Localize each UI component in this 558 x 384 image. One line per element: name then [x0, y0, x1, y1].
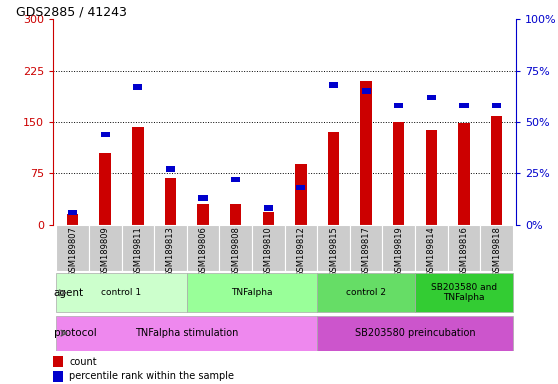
Bar: [56, 316, 317, 351]
Bar: [317, 225, 350, 271]
Text: GSM189809: GSM189809: [100, 226, 110, 277]
Bar: [53, 356, 63, 367]
Bar: [415, 273, 513, 312]
Bar: [317, 273, 415, 312]
Bar: [459, 103, 469, 108]
Text: GSM189818: GSM189818: [492, 226, 501, 277]
Text: SB203580 preincubation: SB203580 preincubation: [355, 328, 475, 338]
Text: TNFalpha: TNFalpha: [231, 288, 273, 297]
Bar: [230, 204, 242, 225]
Text: GSM189817: GSM189817: [362, 226, 371, 277]
Bar: [154, 225, 187, 271]
Bar: [350, 225, 382, 271]
Text: control 2: control 2: [346, 288, 386, 297]
Bar: [133, 84, 142, 90]
Bar: [89, 225, 122, 271]
Bar: [187, 273, 317, 312]
Text: agent: agent: [54, 288, 84, 298]
Bar: [199, 195, 208, 201]
Bar: [187, 225, 219, 271]
Text: protocol: protocol: [54, 328, 97, 338]
Bar: [56, 225, 89, 271]
Bar: [100, 131, 110, 137]
Bar: [480, 225, 513, 271]
Bar: [394, 103, 403, 108]
Bar: [458, 123, 470, 225]
Bar: [415, 225, 448, 271]
Bar: [491, 116, 502, 225]
Text: GSM189812: GSM189812: [296, 226, 305, 277]
Bar: [492, 103, 501, 108]
Bar: [219, 225, 252, 271]
Bar: [329, 82, 338, 88]
Text: count: count: [69, 357, 97, 367]
Bar: [362, 88, 371, 94]
Bar: [122, 225, 154, 271]
Text: GSM189811: GSM189811: [133, 226, 142, 277]
Bar: [67, 214, 78, 225]
Bar: [231, 177, 240, 182]
Bar: [252, 225, 285, 271]
Bar: [393, 122, 405, 225]
Text: GSM189808: GSM189808: [231, 226, 240, 277]
Text: GSM189816: GSM189816: [459, 226, 469, 277]
Text: GSM189814: GSM189814: [427, 226, 436, 277]
Bar: [360, 81, 372, 225]
Bar: [198, 204, 209, 225]
Text: GSM189806: GSM189806: [199, 226, 208, 277]
Bar: [99, 153, 111, 225]
Bar: [68, 210, 77, 215]
Bar: [165, 178, 176, 225]
Bar: [53, 371, 63, 382]
Bar: [448, 225, 480, 271]
Text: control 1: control 1: [102, 288, 142, 297]
Bar: [56, 273, 187, 312]
Bar: [328, 132, 339, 225]
Bar: [295, 164, 306, 225]
Bar: [426, 130, 437, 225]
Text: SB203580 and
TNFalpha: SB203580 and TNFalpha: [431, 283, 497, 303]
Text: GDS2885 / 41243: GDS2885 / 41243: [16, 5, 127, 18]
Bar: [317, 316, 513, 351]
Text: GSM189810: GSM189810: [264, 226, 273, 277]
Text: GSM189813: GSM189813: [166, 226, 175, 277]
Bar: [285, 225, 317, 271]
Bar: [132, 127, 143, 225]
Text: GSM189815: GSM189815: [329, 226, 338, 277]
Bar: [166, 166, 175, 172]
Text: GSM189819: GSM189819: [395, 226, 403, 277]
Text: percentile rank within the sample: percentile rank within the sample: [69, 371, 234, 381]
Bar: [264, 205, 273, 211]
Bar: [263, 212, 274, 225]
Text: GSM189807: GSM189807: [68, 226, 77, 277]
Bar: [427, 94, 436, 100]
Bar: [296, 185, 305, 190]
Bar: [382, 225, 415, 271]
Text: TNFalpha stimulation: TNFalpha stimulation: [135, 328, 238, 338]
